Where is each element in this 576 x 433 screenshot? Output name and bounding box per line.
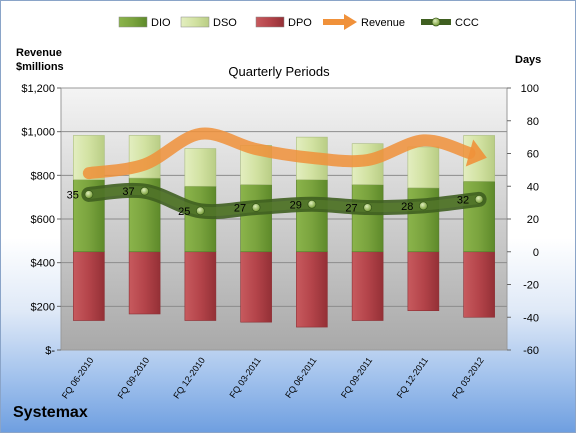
ccc-point [84,190,94,199]
bar-dio [240,184,272,253]
line-series: 35 37 25 27 29 27 28 32 [67,127,487,220]
ccc-point [140,186,150,196]
left-axis-tick-label: $600 [31,214,55,226]
legend-swatch-dpo [255,16,285,28]
bar-dpo [351,251,384,321]
right-axis-tick-label: 80 [527,116,539,128]
bar-dpo [73,251,105,321]
x-axis-tick-label: FQ 09-2010 [116,355,152,400]
revenue-line [82,127,476,180]
left-axis-tick-label: $- [45,345,55,357]
legend-label-ccc: CCC [455,17,479,29]
legend-arrow-revenue [344,14,357,30]
ccc-line-highlight [84,185,484,217]
right-axis-tick-label: -20 [523,280,539,292]
bar-dpo [184,251,217,321]
right-axis-label: Days [515,54,541,66]
right-axis-tick-label: 60 [527,149,539,161]
ccc-point [251,203,261,212]
right-axis-tick-label: -40 [523,312,539,324]
legend-label-revenue: Revenue [361,17,405,29]
ccc-point [307,199,317,209]
left-axis-tick-label: $1,200 [21,83,55,95]
bar-dpo [296,251,328,328]
left-axis-label-line2: $millions [16,61,64,73]
x-axis-tick-label: FQ 12-2011 [395,355,430,400]
x-axis-tick-label: FQ 06-2010 [60,355,96,400]
legend-dot-ccc [431,17,441,27]
bar-dpo [463,251,495,318]
ccc-data-label: 32 [457,194,469,206]
ccc-data-label: 27 [234,203,246,215]
ccc-data-label: 29 [290,199,302,211]
ccc-data-label: 25 [178,206,190,218]
right-axis-tick-label: 20 [527,214,539,226]
right-axis-tick-label: -60 [523,345,539,357]
ccc-data-label: 28 [401,201,413,213]
left-axis-tick-label: $400 [31,258,55,270]
ccc-point [418,201,428,211]
legend-label-dio: DIO [151,17,171,29]
left-axis-tick-label: $1,000 [21,127,55,139]
bar-dso [407,146,440,189]
x-axis-tick-label: FQ 09-2011 [339,355,374,400]
company-name: Systemax [13,404,88,421]
bar-dso [184,148,217,187]
right-axis-tick-label: 100 [521,83,539,95]
x-axis-tick-label: FQ 06-2011 [283,355,318,400]
legend-label-dpo: DPO [288,17,312,29]
legend-swatch-dio [118,16,148,28]
bar-dio [296,179,328,253]
legend-swatch-dso [180,16,210,28]
right-axis-tick-label: 40 [527,181,539,193]
bar-dpo [128,251,161,315]
left-axis-tick-label: $800 [31,170,55,182]
ccc-point [363,203,373,212]
x-axis-tick-label: FQ 12-2010 [171,355,207,400]
x-axis-tick-label: FQ 03-2011 [227,355,262,400]
bar-dio [184,185,217,253]
left-axis-label-line1: Revenue [16,47,62,59]
ccc-point [195,206,205,216]
ccc-point [474,194,484,204]
legend-label-dso: DSO [213,17,237,29]
bar-dio [351,184,384,253]
left-axis-tick-label: $200 [31,301,55,313]
bar-dpo [407,251,440,312]
ccc-data-label: 27 [345,203,357,215]
x-axis-tick-label: FQ 03-2012 [450,355,486,400]
right-axis-tick-label: 0 [533,247,539,259]
revenue-arrowhead [465,139,487,167]
legend: DIO DSO DPO Revenue CCC [118,14,479,30]
ccc-data-label: 35 [67,189,79,201]
ccc-data-label: 37 [122,186,134,198]
bar-dpo [240,251,272,323]
chart-title: Quarterly Periods [228,64,330,79]
